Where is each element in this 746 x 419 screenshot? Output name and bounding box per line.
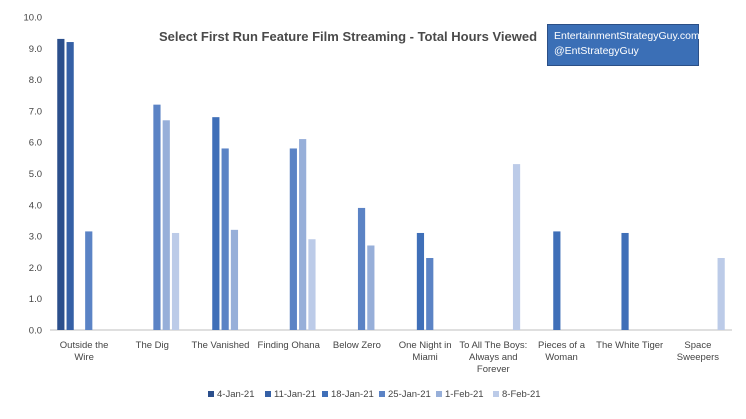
category-label: The Vanished <box>192 340 250 351</box>
bar <box>512 164 521 330</box>
y-tick-label: 8.0 <box>29 75 42 86</box>
bar <box>85 231 93 330</box>
y-tick-label: 10.0 <box>24 13 43 24</box>
watermark-box: EntertainmentStrategyGuy.com @EntStrateg… <box>547 24 700 66</box>
y-tick-label: 0.0 <box>29 326 42 337</box>
legend-swatch <box>493 391 499 397</box>
y-tick-label: 2.0 <box>29 263 42 274</box>
legend-label: 25-Jan-21 <box>388 389 431 400</box>
bar <box>221 148 229 330</box>
category-label: Pieces of a Woman <box>538 340 586 363</box>
legend-swatch <box>436 391 442 397</box>
bar <box>426 258 434 330</box>
bar <box>171 232 180 330</box>
legend-label: 4-Jan-21 <box>217 389 255 400</box>
category-labels: Outside the Wire The Dig The Vanished Findin… <box>60 340 719 375</box>
y-tick-label: 6.0 <box>29 138 42 149</box>
y-tick-label: 1.0 <box>29 294 42 305</box>
y-axis-ticks: 0.0 1.0 2.0 3.0 4.0 5.0 6.0 7.0 8.0 9.0 10.0 <box>24 13 43 337</box>
bar <box>162 120 170 330</box>
legend-swatch <box>265 391 271 397</box>
bar <box>289 148 297 330</box>
bar <box>57 38 65 330</box>
legend-label: 18-Jan-21 <box>331 389 374 400</box>
bar <box>717 258 725 330</box>
bar <box>308 239 316 330</box>
category-label: To All The Boys: Always and Forever <box>459 340 527 375</box>
category-label: Below Zero <box>333 340 381 351</box>
y-tick-label: 4.0 <box>29 200 42 211</box>
bar <box>212 117 220 330</box>
legend-swatch <box>208 391 214 397</box>
bar <box>367 245 375 330</box>
bar <box>299 139 307 330</box>
legend-swatch <box>379 391 385 397</box>
category-label: The Dig <box>136 340 169 351</box>
bar <box>416 232 425 330</box>
category-label: Outside the Wire <box>60 340 109 363</box>
chart-title: Select First Run Feature Film Streaming … <box>159 29 537 44</box>
legend-label: 8-Feb-21 <box>502 389 541 400</box>
y-tick-label: 9.0 <box>29 44 42 55</box>
category-label: Space Sweepers <box>677 340 719 363</box>
category-label: One Night in Miami <box>399 340 452 363</box>
legend: 4-Jan-21 11-Jan-21 18-Jan-21 25-Jan-21 1-Feb… <box>208 389 541 400</box>
legend-label: 1-Feb-21 <box>445 389 484 400</box>
category-label: Finding Ohana <box>258 340 321 351</box>
bar <box>230 229 239 330</box>
watermark-handle: @EntStrategyGuy <box>554 45 639 57</box>
bar <box>553 231 561 330</box>
watermark-url: EntertainmentStrategyGuy.com <box>554 30 700 42</box>
y-tick-label: 3.0 <box>29 232 42 243</box>
bar <box>66 42 74 330</box>
bar <box>621 232 629 330</box>
legend-label: 11-Jan-21 <box>274 389 316 400</box>
category-label: The White Tiger <box>596 340 663 351</box>
bars <box>57 38 725 330</box>
y-tick-label: 7.0 <box>29 106 42 117</box>
legend-swatch <box>322 391 328 397</box>
y-tick-label: 5.0 <box>29 169 42 180</box>
bar <box>153 104 161 330</box>
bar <box>357 207 366 330</box>
